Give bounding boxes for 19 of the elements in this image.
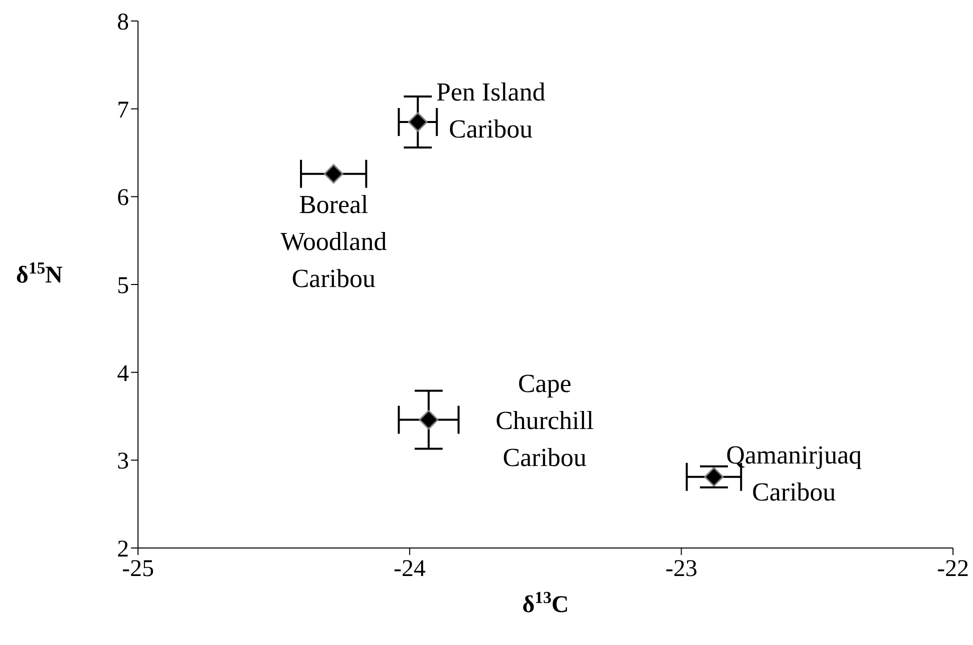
annotation: Qamanirjuaq Caribou <box>726 440 862 506</box>
point <box>704 467 724 487</box>
y-tick-label: 4 <box>117 360 129 387</box>
annotation: Cape Churchill Caribou <box>496 368 594 472</box>
y-tick-label: 8 <box>117 10 129 36</box>
point <box>408 112 428 132</box>
y-axis-title: δ$^{15}$N <box>16 258 64 288</box>
point <box>418 410 438 430</box>
y-tick-label: 5 <box>117 273 129 300</box>
x-axis-title: δ$^{13}$C <box>522 588 569 618</box>
x-tick-label: -22 <box>937 556 969 582</box>
y-tick-label: 7 <box>117 97 129 124</box>
annotation: Boreal Woodland Caribou <box>280 189 387 292</box>
annotation: Pen Island Caribou <box>436 77 546 144</box>
y-tick-label: 3 <box>117 448 129 475</box>
x-tick-label: -24 <box>394 556 426 582</box>
x-tick-label: -23 <box>665 556 698 582</box>
point <box>324 164 344 184</box>
y-tick-label: 6 <box>117 185 129 212</box>
